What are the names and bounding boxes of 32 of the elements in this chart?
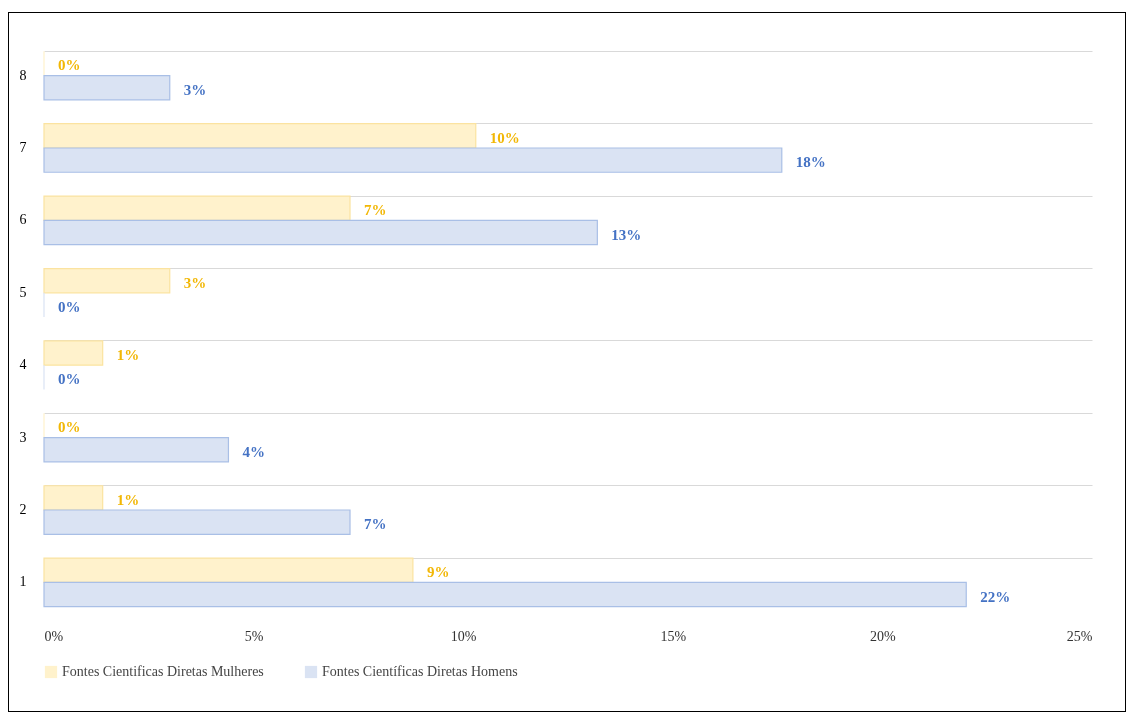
data-label: 0% (58, 419, 81, 436)
data-label: 22% (980, 588, 1011, 605)
data-label: 10% (489, 129, 520, 146)
x-tick-label: 10% (450, 628, 477, 644)
data-label: 3% (183, 274, 207, 291)
data-label: 13% (611, 226, 642, 243)
data-label: 9% (426, 564, 450, 581)
data-label: 18% (795, 154, 826, 171)
data-label: 0% (58, 371, 81, 388)
x-tick-label: 5% (244, 628, 264, 644)
legend-label: Fontes Científicas Diretas Homens (322, 664, 518, 679)
x-tick-label: 20% (870, 628, 897, 644)
x-tick-label: 15% (660, 628, 687, 644)
x-tick-label: 0% (44, 628, 64, 644)
y-tick-label: 8 (19, 67, 27, 83)
data-label: 7% (364, 516, 387, 533)
data-label: 4% (242, 443, 265, 460)
y-tick-label: 5 (19, 284, 27, 300)
data-label: 1% (116, 491, 140, 508)
y-tick-label: 3 (19, 429, 27, 445)
data-label: 1% (116, 347, 140, 364)
legend-label: Fontes Cientificas Diretas Mulheres (62, 664, 264, 679)
y-tick-label: 2 (19, 502, 27, 518)
y-tick-label: 7 (19, 139, 27, 155)
data-label: 3% (183, 81, 207, 98)
x-tick-label: 25% (1066, 628, 1093, 644)
y-tick-label: 6 (19, 212, 27, 228)
y-tick-label: 4 (19, 357, 27, 373)
data-label: 0% (58, 298, 81, 315)
data-label: 7% (364, 202, 387, 219)
y-tick-label: 1 (19, 574, 27, 590)
data-label: 0% (58, 57, 81, 74)
